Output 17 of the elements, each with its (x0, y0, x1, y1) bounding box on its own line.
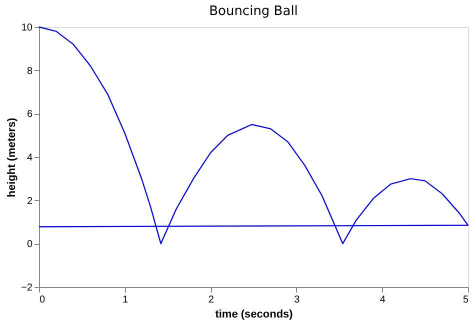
line-series (38, 26, 469, 244)
x-tick-label: 5 (462, 294, 469, 306)
x-tick-label: 4 (380, 294, 386, 306)
y-tick-label: 2 (26, 196, 33, 207)
y-tick-label: 4 (26, 152, 33, 164)
x-tick-label: 0 (40, 294, 46, 306)
y-tick-label: 10 (21, 22, 33, 34)
x-tick-label: 2 (208, 294, 214, 306)
x-axis-title: time (seconds) (215, 308, 294, 320)
y-tick-label: −2 (21, 282, 33, 294)
chart-title: Bouncing Ball (209, 4, 298, 19)
x-tick-label: 1 (122, 294, 129, 306)
y-tick-label: 8 (26, 66, 33, 77)
y-tick-label: 6 (26, 109, 33, 120)
y-tick-label: 0 (26, 239, 33, 250)
y-axis-title: height (meters) (6, 117, 18, 198)
x-tick-label: 3 (294, 294, 300, 306)
